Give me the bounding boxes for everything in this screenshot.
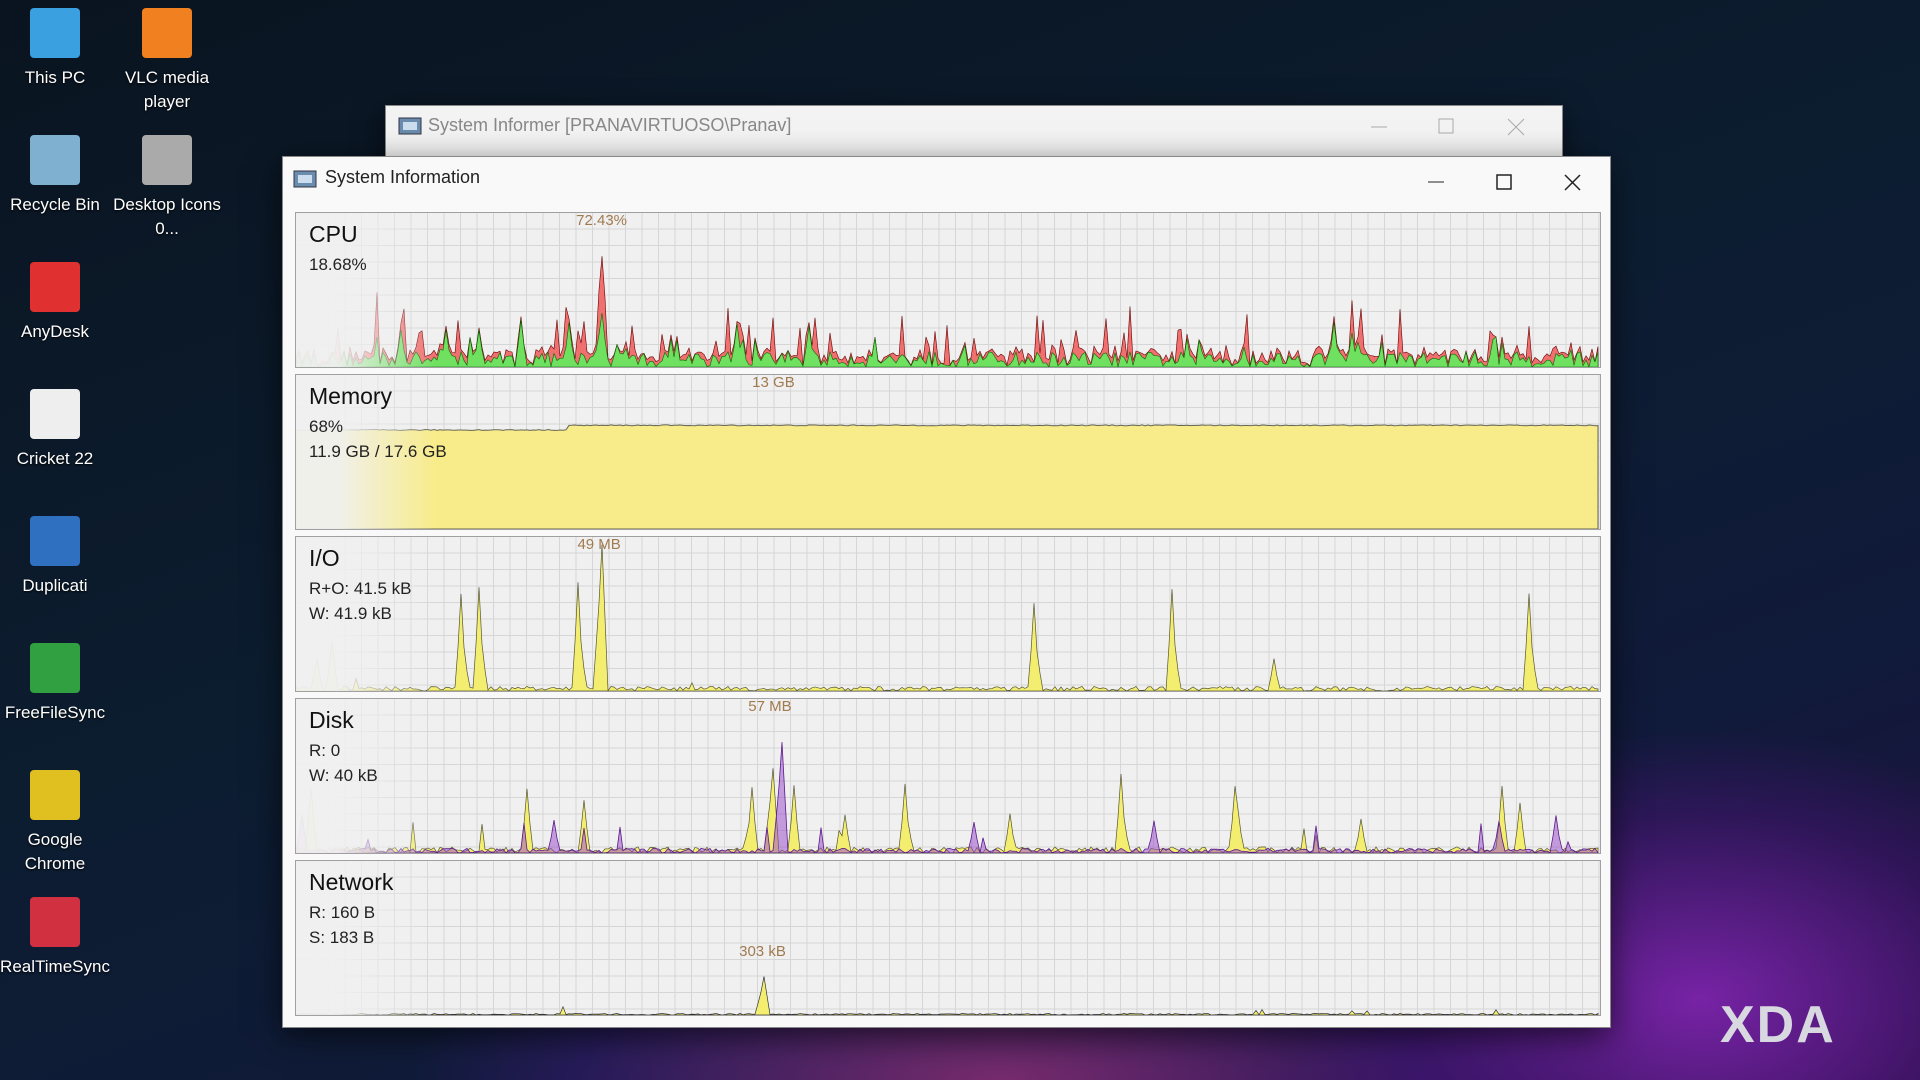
fade — [296, 537, 436, 691]
desktop-icon[interactable]: FreeFileSync — [0, 643, 110, 725]
desktop-icon[interactable]: This PC — [0, 8, 110, 90]
icon-image — [30, 516, 80, 566]
panel-value: 68% — [309, 417, 344, 436]
memory-area — [296, 424, 1599, 529]
panel-value: W: 41.9 kB — [309, 604, 392, 623]
graph — [296, 375, 1600, 529]
peak-label: 303 kB — [739, 943, 786, 960]
fade — [296, 861, 436, 1015]
icon-label: FreeFileSync — [4, 703, 106, 722]
icon-image — [142, 135, 192, 185]
graph-panel: Memory 68% 11.9 GB / 17.6 GB 13 GB — [295, 374, 1601, 530]
desktop-icon[interactable]: AnyDesk — [0, 262, 110, 344]
graph-panel: Network R: 160 B S: 183 B 303 kB — [295, 860, 1601, 1016]
peak-label: 49 MB — [577, 536, 621, 553]
app-icon — [293, 170, 317, 188]
icon-label: AnyDesk — [20, 322, 90, 341]
peak-label: 72.43% — [576, 212, 627, 229]
icon-label: Google Chrome — [24, 830, 86, 873]
graph — [296, 213, 1600, 367]
kernel-area — [296, 256, 1599, 367]
app-icon — [398, 117, 422, 135]
icon-image — [30, 262, 80, 312]
panel-value: R+O: 41.5 kB — [309, 579, 412, 598]
panel-value: 18.68% — [309, 255, 367, 274]
icon-label: Cricket 22 — [16, 449, 94, 468]
watermark: XDA — [1720, 996, 1836, 1054]
panel-value: S: 183 B — [309, 928, 375, 947]
icon-image — [30, 897, 80, 947]
icon-image — [30, 389, 80, 439]
panel-value: 11.9 GB / 17.6 GB — [309, 442, 447, 461]
panel-title: I/O — [309, 545, 340, 571]
icon-label: This PC — [24, 68, 86, 87]
graph-panel: Disk R: 0 W: 40 kB 57 MB — [295, 698, 1601, 854]
fade — [296, 375, 436, 529]
graph — [296, 699, 1600, 853]
desktop-icon[interactable]: Recycle Bin — [0, 135, 110, 217]
icon-label: Duplicati — [22, 576, 88, 595]
window-title: System Information — [325, 167, 481, 187]
fade — [296, 213, 436, 367]
graph — [296, 537, 1600, 691]
io-area — [296, 544, 1599, 691]
desktop-icon[interactable]: Desktop Icons 0... — [112, 135, 222, 241]
desktop-icon[interactable]: VLC media player — [112, 8, 222, 114]
panel-value: R: 0 — [309, 741, 341, 760]
window-controls[interactable] — [1428, 166, 1608, 196]
desktop-icon[interactable]: Cricket 22 — [0, 389, 110, 471]
icon-image — [30, 643, 80, 693]
panel-value: R: 160 B — [309, 903, 376, 922]
graph-panel: CPU 18.68% 72.43% — [295, 212, 1601, 368]
peak-label: 13 GB — [752, 374, 795, 391]
network-area — [296, 976, 1599, 1015]
panel-value: W: 40 kB — [309, 766, 378, 785]
icon-image — [30, 135, 80, 185]
icon-label: VLC media player — [124, 68, 210, 111]
icon-label: Recycle Bin — [10, 195, 100, 214]
icon-label: Desktop Icons 0... — [113, 195, 221, 238]
graph — [296, 861, 1600, 1015]
panel-title: Network — [309, 869, 394, 895]
fade — [296, 699, 436, 853]
icon-label: RealTimeSync — [0, 957, 110, 976]
icon-image — [30, 770, 80, 820]
peak-label: 57 MB — [748, 698, 792, 715]
icon-image — [30, 8, 80, 58]
desktop-icon[interactable]: RealTimeSync — [0, 897, 110, 979]
desktop-icon[interactable]: Duplicati — [0, 516, 110, 598]
icon-image — [142, 8, 192, 58]
disk-read-area — [296, 742, 1599, 853]
panel-title: Memory — [309, 383, 393, 409]
panel-title: Disk — [309, 707, 354, 733]
window-title: System Informer [PRANAVIRTUOSO\Pranav] — [428, 115, 792, 135]
window-controls[interactable] — [1371, 111, 1551, 141]
graph-panel: I/O R+O: 41.5 kB W: 41.9 kB 49 MB — [295, 536, 1601, 692]
system-information-window: System Information CPU 18.68% 72.43% Memory… — [282, 156, 1611, 1028]
desktop-icon[interactable]: Google Chrome — [0, 770, 110, 876]
panel-title: CPU — [309, 221, 358, 247]
